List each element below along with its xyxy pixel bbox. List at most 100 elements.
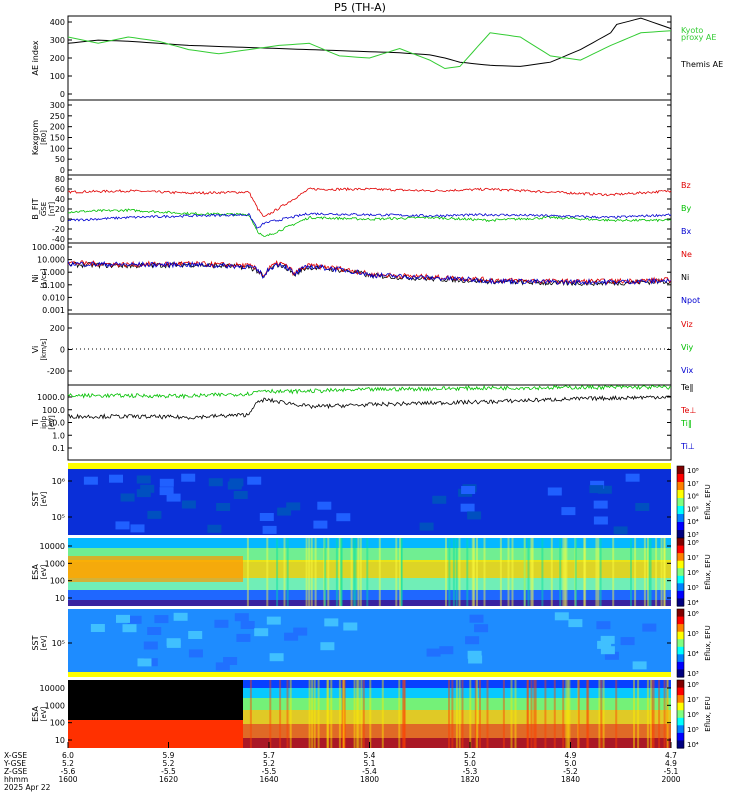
sst-cell: [642, 623, 657, 632]
y-tick-label: 10⁵: [52, 639, 65, 648]
y-tick-label: 0: [60, 215, 65, 224]
spectrogram-streak: [474, 680, 477, 748]
spectrogram-streak: [602, 680, 605, 748]
spectrogram-streak: [378, 538, 381, 606]
spectrogram-streak: [658, 680, 661, 748]
spectrogram-streak: [599, 538, 602, 606]
colorbar-segment: [677, 631, 684, 640]
spectrogram-streak: [289, 680, 292, 748]
colorbar-segment: [677, 568, 684, 577]
spectrogram-streak: [466, 538, 469, 606]
spectrogram-streak: [565, 680, 568, 748]
spectrogram-streak: [531, 538, 534, 606]
sst-cell: [474, 624, 489, 633]
spectrogram-streak: [350, 538, 353, 606]
legend-entry: Ne: [681, 250, 692, 259]
colorbar-tick-label: 10⁴: [687, 741, 699, 749]
y-tick-label: -200: [47, 367, 65, 376]
y-tick-label: 300: [50, 36, 65, 45]
time-tick-label: 1820: [460, 775, 479, 784]
y-tick-label: 100.000: [32, 243, 65, 252]
sst-cell: [120, 493, 135, 502]
y-tick-label: 250: [50, 112, 65, 121]
time-tick-label: 2000: [661, 775, 680, 784]
time-tick-label: -5.1: [664, 767, 679, 776]
spectrogram-streak: [339, 538, 342, 606]
y-axis-label: Kexgrom: [31, 120, 40, 155]
spectrogram-streak: [541, 538, 544, 606]
spectrogram-streak: [314, 538, 317, 606]
sst-cell: [147, 510, 162, 519]
sst-cell: [547, 487, 562, 496]
spectrogram-streak: [637, 680, 640, 748]
colorbar-segment: [677, 616, 684, 625]
spectrogram-streak: [279, 680, 282, 748]
y-axis-sublabel: GSE: [40, 202, 48, 216]
sst-cell: [207, 524, 222, 533]
spectrogram-empty-region: [68, 680, 243, 722]
spectrogram-streak: [400, 538, 403, 606]
sst-cell: [116, 614, 130, 623]
spectrogram-streak: [502, 680, 505, 748]
y-tick-label: 20: [55, 205, 65, 214]
sst-cell: [600, 635, 615, 644]
sst-cell: [254, 628, 269, 637]
y-axis-sublabel: [nT]: [48, 202, 56, 216]
sst-cell: [465, 636, 480, 645]
spectrogram-streak: [313, 680, 316, 748]
y-tick-label: 1.0: [52, 431, 65, 440]
spectrogram-streak: [646, 538, 649, 606]
sst-cell: [439, 646, 454, 655]
y-tick-label: 100.0: [42, 406, 65, 415]
y-axis-label: ESA: [31, 564, 40, 580]
spectrogram-streak: [526, 680, 529, 748]
spectrogram-streak: [403, 680, 406, 748]
spectrogram-streak: [327, 538, 330, 606]
spectrogram-streak: [476, 680, 479, 748]
y-tick-label: 80: [55, 175, 65, 184]
spectrogram-streak: [663, 680, 666, 748]
sst-cell: [262, 525, 277, 534]
sst-cell: [208, 478, 223, 487]
y-tick-label: 10⁵: [52, 513, 65, 522]
y-axis-label: AE index: [31, 40, 40, 75]
spectrogram-streak: [562, 538, 565, 606]
y-tick-label: 100: [50, 144, 65, 153]
time-tick-label: 4.9: [565, 751, 577, 760]
spectrogram-streak: [445, 538, 447, 606]
legend-entry: Viy: [681, 343, 694, 352]
colorbar-tick-label: 10⁸: [687, 539, 699, 547]
sst-cell: [593, 516, 608, 525]
time-tick-label: 5.1: [364, 759, 376, 768]
y-tick-label: 0: [60, 346, 65, 355]
spectrogram-streak: [330, 680, 333, 748]
time-tick-label: -5.4: [362, 767, 377, 776]
y-axis-label: Vi: [31, 346, 40, 354]
colorbar-segment: [677, 661, 684, 671]
colorbar-tick-label: 10⁷: [687, 480, 699, 488]
spectrogram-streak: [340, 538, 343, 606]
legend-entry: Themis AE: [680, 60, 723, 69]
legend-entry: Bx: [681, 227, 691, 236]
series-line: [67, 395, 672, 420]
sst-cell: [159, 478, 174, 487]
y-tick-label: 100: [50, 577, 65, 586]
spectrogram-streak: [649, 680, 652, 748]
y-tick-label: 1000: [45, 559, 65, 568]
spectrogram-streak: [583, 538, 586, 606]
spectrogram-streak: [523, 538, 526, 606]
spectrogram-streak: [633, 680, 635, 748]
n-panel-frame: [67, 242, 672, 315]
series-lines: [67, 17, 672, 420]
spectrogram-streak: [469, 680, 472, 748]
time-tick-label: 1620: [159, 775, 178, 784]
colorbar-frame: [676, 679, 685, 749]
sst-cell: [593, 500, 608, 509]
kp-panel-frame: [67, 99, 672, 176]
spectrogram-streak: [249, 680, 252, 748]
spectrogram-streak: [308, 538, 311, 606]
spectrogram-streak: [342, 680, 345, 748]
spectrogram-streak: [338, 680, 341, 748]
y-axis-sublabel: [eV]: [48, 415, 56, 430]
sst-cell: [461, 486, 476, 494]
